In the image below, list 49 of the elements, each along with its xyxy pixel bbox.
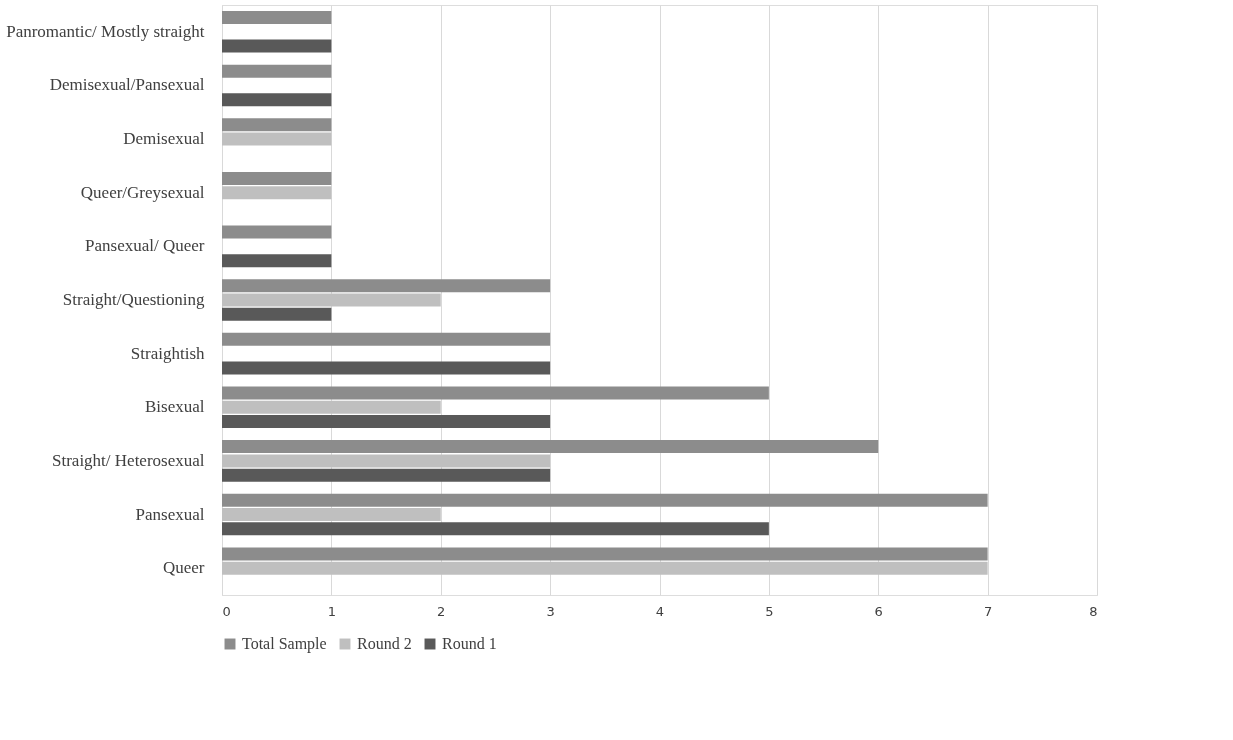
y-tick-label: Pansexual/ Queer	[85, 236, 205, 256]
bar	[222, 386, 769, 400]
x-tick-label: 7	[983, 603, 993, 619]
x-tick-label: 0	[222, 603, 231, 619]
bar	[222, 547, 988, 561]
legend-label: Round 2	[357, 635, 412, 652]
y-tick-label: Queer/Greysexual	[80, 182, 205, 202]
bar	[222, 468, 551, 482]
y-tick-label: Demisexual	[123, 129, 205, 149]
bar	[222, 293, 441, 307]
bar	[222, 64, 332, 78]
x-tick-label: 5	[765, 603, 774, 619]
y-tick-label: Queer	[162, 558, 205, 578]
bar	[222, 440, 879, 454]
x-tick-label: 4	[655, 603, 665, 619]
x-tick-label: 3	[546, 603, 555, 619]
y-tick-label: Straight/Questioning	[62, 290, 205, 309]
x-tick-label: 2	[437, 603, 446, 619]
bar	[222, 454, 551, 468]
y-tick-label: Straightish	[130, 343, 205, 363]
bar	[222, 39, 332, 53]
bar	[222, 415, 551, 429]
y-tick-label: Bisexual	[145, 397, 205, 417]
bar	[222, 493, 988, 507]
bar	[222, 132, 332, 146]
bar	[222, 93, 332, 107]
bar	[222, 186, 332, 200]
y-tick-label: Demisexual/Pansexual	[49, 75, 205, 95]
bar	[222, 225, 332, 239]
bar	[222, 118, 332, 132]
bar	[222, 307, 332, 321]
x-tick-label: 1	[327, 603, 337, 619]
bar	[222, 561, 988, 575]
bar	[222, 11, 332, 25]
y-tick-label: Pansexual	[135, 504, 205, 524]
bar	[222, 171, 332, 185]
bar	[222, 279, 551, 293]
x-tick-label: 8	[1089, 603, 1098, 619]
bar	[222, 254, 332, 268]
y-tick-label: Panromantic/ Mostly straight	[6, 21, 205, 41]
y-tick-label: Straight/ Heterosexual	[52, 450, 205, 470]
bar	[222, 361, 551, 375]
x-tick-label: 6	[874, 603, 883, 619]
bar	[222, 522, 769, 536]
legend-label: Total Sample	[242, 635, 327, 653]
legend-label: Round 1	[442, 635, 497, 652]
bar	[222, 400, 441, 414]
bar	[222, 508, 441, 522]
bar	[222, 332, 551, 346]
